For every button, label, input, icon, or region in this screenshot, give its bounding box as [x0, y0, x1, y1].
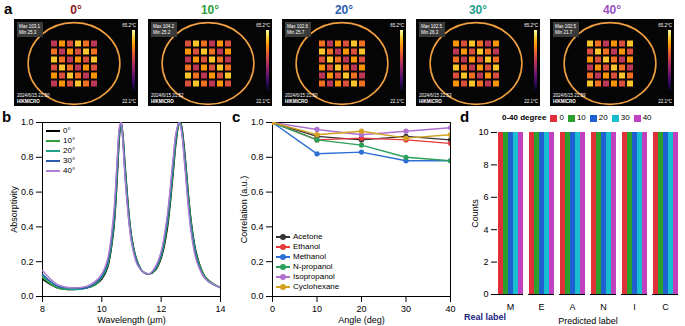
html-text:10°: 10° [63, 136, 76, 145]
html-text:Cyclohexane: Cyclohexane [293, 282, 340, 291]
svg-text:8: 8 [40, 304, 45, 314]
svg-text:Max 102.5: Max 102.5 [555, 24, 577, 29]
svg-text:0.8: 0.8 [251, 152, 264, 162]
svg-text:Max 104.2: Max 104.2 [153, 24, 175, 29]
svg-text:20: 20 [356, 304, 366, 314]
svg-text:I: I [633, 302, 636, 312]
svg-text:40: 40 [445, 304, 455, 314]
svg-text:10: 10 [312, 304, 322, 314]
svg-text:Predicted label: Predicted label [558, 316, 618, 326]
svg-text:M: M [507, 302, 515, 312]
svg-text:0°: 0° [70, 3, 82, 17]
svg-text:HIKMICRO: HIKMICRO [285, 99, 308, 104]
html-text:d: d [460, 108, 470, 125]
html-text:30°: 30° [63, 156, 76, 165]
svg-text:0.4: 0.4 [21, 222, 34, 232]
html-text:c: c [232, 108, 241, 125]
svg-text:30°: 30° [469, 3, 487, 17]
html-text:40°: 40° [63, 166, 76, 175]
svg-text:N: N [600, 302, 607, 312]
svg-text:Min 25.7: Min 25.7 [287, 30, 305, 35]
svg-text:Correlation (a.u.): Correlation (a.u.) [239, 176, 249, 244]
svg-text:Wavelength (μm): Wavelength (μm) [97, 315, 165, 325]
svg-text:10: 10 [97, 304, 107, 314]
html-text:30: 30 [620, 113, 630, 122]
svg-text:65.2°C: 65.2°C [390, 23, 405, 28]
svg-text:0.6: 0.6 [21, 187, 34, 197]
svg-text:E: E [538, 302, 544, 312]
svg-text:8: 8 [483, 160, 488, 170]
svg-text:Absorptivity: Absorptivity [9, 186, 19, 233]
svg-text:Angle (deg): Angle (deg) [338, 315, 385, 325]
svg-text:20°: 20° [335, 3, 353, 17]
svg-text:a: a [4, 0, 13, 17]
html-text:20: 20 [598, 113, 608, 122]
html-text:Ethanol: Ethanol [293, 242, 321, 251]
svg-text:Max 102.5: Max 102.5 [421, 24, 443, 29]
svg-text:Max 102.6: Max 102.6 [287, 24, 309, 29]
svg-text:4: 4 [483, 225, 488, 235]
svg-text:HIKMICRO: HIKMICRO [419, 99, 442, 104]
svg-text:0: 0 [483, 289, 488, 299]
svg-text:2024/6/15 21:50: 2024/6/15 21:50 [17, 93, 50, 98]
svg-text:Max 103.1: Max 103.1 [19, 24, 41, 29]
svg-text:65.2°C: 65.2°C [122, 23, 137, 28]
html-text:10: 10 [576, 113, 586, 122]
svg-text:0: 0 [270, 304, 275, 314]
svg-text:0.2: 0.2 [21, 257, 34, 267]
html-text:N-propanol: N-propanol [293, 262, 333, 271]
svg-text:30: 30 [401, 304, 411, 314]
svg-text:0.4: 0.4 [251, 222, 264, 232]
svg-text:Min 25.2: Min 25.2 [153, 30, 171, 35]
svg-text:1.0: 1.0 [251, 117, 264, 127]
svg-text:22.1°C: 22.1°C [658, 99, 673, 104]
svg-text:2: 2 [483, 257, 488, 267]
svg-text:Min 25.3: Min 25.3 [19, 30, 37, 35]
html-text:20°: 20° [63, 146, 76, 155]
svg-text:2024/6/15 21:50: 2024/6/15 21:50 [285, 93, 318, 98]
svg-text:Min 21.7: Min 21.7 [555, 30, 573, 35]
svg-text:0.8: 0.8 [21, 152, 34, 162]
svg-text:22.1°C: 22.1°C [390, 99, 405, 104]
svg-text:Counts: Counts [470, 199, 480, 228]
svg-text:22.1°C: 22.1°C [524, 99, 539, 104]
svg-text:HIKMICRO: HIKMICRO [553, 99, 576, 104]
html-text:b: b [2, 108, 12, 125]
html-text:40: 40 [642, 113, 652, 122]
svg-text:6: 6 [483, 192, 488, 202]
svg-text:14: 14 [215, 304, 225, 314]
html-text:Real label: Real label [464, 312, 506, 322]
svg-text:0.6: 0.6 [251, 187, 264, 197]
svg-text:10: 10 [478, 127, 488, 137]
svg-text:22.1°C: 22.1°C [122, 99, 137, 104]
svg-text:0.0: 0.0 [21, 291, 34, 301]
svg-text:0.2: 0.2 [251, 257, 264, 267]
html-text:Acetone: Acetone [293, 232, 323, 241]
svg-text:0.0: 0.0 [251, 291, 264, 301]
svg-text:Min 26.3: Min 26.3 [421, 30, 439, 35]
svg-text:1.0: 1.0 [21, 117, 34, 127]
html-text:0°: 0° [63, 126, 71, 135]
svg-text:2024/6/15 21:59: 2024/6/15 21:59 [553, 93, 586, 98]
svg-text:HIKMICRO: HIKMICRO [17, 99, 40, 104]
svg-text:HIKMICRO: HIKMICRO [151, 99, 174, 104]
svg-text:2024/6/15 21:52: 2024/6/15 21:52 [151, 93, 184, 98]
svg-text:12: 12 [156, 304, 166, 314]
svg-text:22.1°C: 22.1°C [256, 99, 271, 104]
svg-text:A: A [569, 302, 575, 312]
svg-text:10°: 10° [201, 3, 219, 17]
html-text:0: 0 [559, 113, 564, 122]
html-text:Methanol: Methanol [293, 252, 326, 261]
svg-text:65.2°C: 65.2°C [524, 23, 539, 28]
svg-text:2024/6/15 21:53: 2024/6/15 21:53 [419, 93, 452, 98]
svg-text:C: C [662, 302, 669, 312]
html-text:0-40 degree: 0-40 degree [502, 113, 547, 122]
html-text:Isopropanol: Isopropanol [293, 272, 335, 281]
svg-text:40°: 40° [603, 3, 621, 17]
svg-text:65.2°C: 65.2°C [658, 23, 673, 28]
svg-text:65.2°C: 65.2°C [256, 23, 271, 28]
